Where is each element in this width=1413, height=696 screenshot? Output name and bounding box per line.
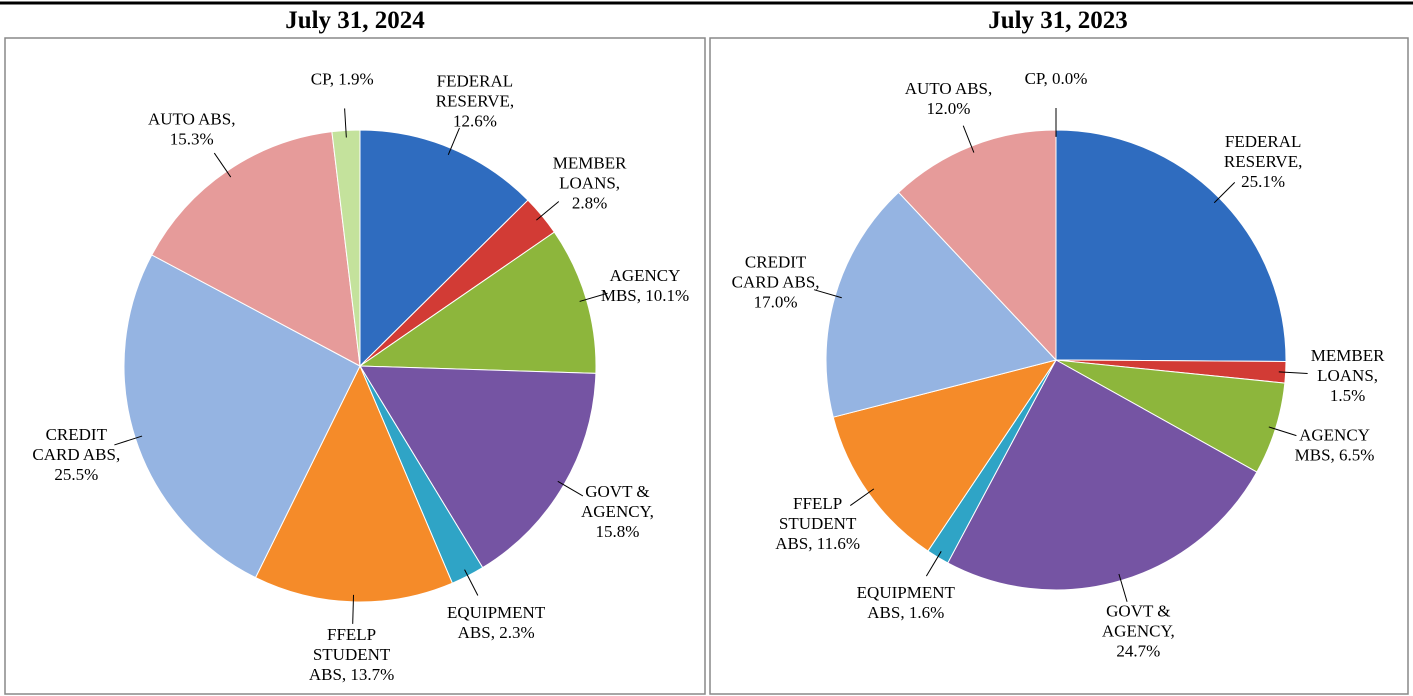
leader-line [557, 480, 584, 497]
leader-line [352, 594, 355, 624]
data-label: EQUIPMENT ABS, 2.3% [447, 603, 546, 642]
data-label: FEDERAL RESERVE, 25.1% [1224, 132, 1302, 191]
leader-line [536, 201, 560, 221]
panel-right [709, 37, 1409, 695]
chart-title: July 31, 2024 [285, 7, 425, 34]
leader-line [579, 292, 608, 302]
leader-line [344, 108, 347, 138]
data-label: AGENCY MBS, 10.1% [601, 266, 689, 305]
data-label: CP, 0.0% [1025, 69, 1088, 88]
data-label: CREDIT CARD ABS, 25.5% [32, 425, 120, 484]
leader-line [213, 152, 232, 178]
leader-line [1213, 182, 1236, 204]
leader-line [813, 289, 842, 299]
leader-line [114, 435, 143, 446]
data-label: AUTO ABS, 12.0% [905, 79, 993, 118]
data-label: MEMBER LOANS, 2.8% [553, 153, 627, 212]
data-label: FFELP STUDENT ABS, 13.7% [309, 625, 394, 684]
data-label: CREDIT CARD ABS, 17.0% [732, 252, 820, 311]
leader-line [1118, 573, 1128, 602]
data-label: FEDERAL RESERVE, 12.6% [436, 71, 514, 130]
data-label: MEMBER LOANS, 1.5% [1311, 346, 1385, 405]
panel-left [4, 37, 706, 695]
data-label: AGENCY MBS, 6.5% [1295, 426, 1375, 465]
leader-line [849, 488, 875, 506]
leader-line [1278, 371, 1308, 374]
data-label: EQUIPMENT ABS, 1.6% [857, 583, 956, 622]
data-label: FFELP STUDENT ABS, 11.6% [775, 494, 860, 553]
leader-line [447, 127, 460, 155]
leader-line [1268, 426, 1297, 437]
leader-line [464, 569, 479, 596]
chart-title: July 31, 2023 [988, 7, 1128, 34]
data-label: GOVT & AGENCY, 15.8% [581, 482, 654, 541]
data-label: GOVT & AGENCY, 24.7% [1102, 602, 1175, 661]
leader-line [925, 551, 942, 577]
leader-line [962, 125, 975, 153]
data-label: CP, 1.9% [311, 70, 374, 89]
data-label: AUTO ABS, 15.3% [148, 109, 236, 148]
